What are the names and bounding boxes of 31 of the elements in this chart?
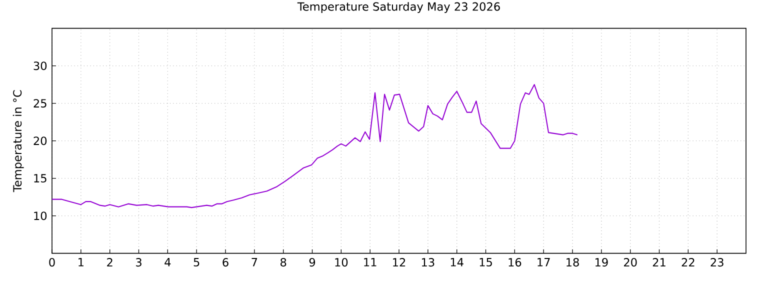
- x-tick-label: 7: [252, 258, 258, 266]
- x-tick-label: 10: [335, 258, 348, 267]
- x-tick-label: 20: [624, 258, 637, 267]
- x-tick-label: 6: [222, 258, 228, 267]
- x-tick-label: 21: [652, 258, 666, 266]
- y-tick-label: 25: [34, 99, 46, 108]
- x-tick-label: 11: [364, 258, 376, 266]
- x-tick-label: 16: [508, 258, 522, 267]
- x-tick-label: 23: [710, 258, 724, 267]
- x-tick-label: 12: [393, 258, 406, 266]
- y-tick-label: 15: [34, 174, 46, 183]
- x-tick-label: 9: [309, 258, 316, 267]
- x-tick-label: 0: [49, 258, 55, 267]
- x-tick-label: 5: [194, 258, 200, 266]
- x-tick-label: 18: [566, 258, 579, 267]
- x-tick-label: 15: [480, 258, 492, 266]
- x-tick-label: 22: [682, 258, 694, 266]
- y-tick-label: 30: [34, 62, 47, 70]
- x-tick-label: 8: [280, 258, 286, 267]
- chart-title: Temperature Saturday May 23 2026: [297, 2, 500, 14]
- x-tick-label: 4: [164, 258, 171, 266]
- y-tick-label: 20: [34, 136, 47, 146]
- x-tick-label: 2: [107, 258, 112, 266]
- y-tick-label: 10: [34, 212, 47, 220]
- x-tick-label: 17: [538, 258, 550, 266]
- x-tick-label: 19: [595, 258, 608, 267]
- y-axis-title: Temperature in °C: [12, 90, 24, 192]
- x-tick-label: 1: [78, 258, 84, 266]
- x-tick-label: 13: [422, 258, 434, 267]
- x-tick-label: 14: [450, 258, 464, 266]
- x-tick-label: 3: [136, 258, 142, 267]
